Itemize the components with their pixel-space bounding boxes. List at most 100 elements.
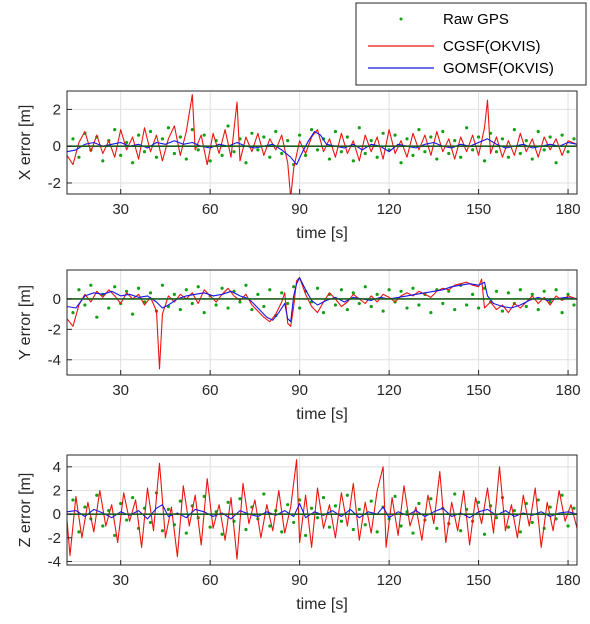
point-raw-gps [435, 157, 439, 161]
point-raw-gps [566, 150, 570, 154]
point-raw-gps [131, 495, 135, 500]
axes-frame [66, 454, 578, 566]
x-axis-label: time [s] [296, 225, 348, 242]
plot-area [67, 277, 577, 370]
point-raw-gps [107, 306, 111, 310]
point-raw-gps [303, 533, 308, 538]
y-tick-label: -4 [48, 553, 61, 570]
point-raw-gps [494, 289, 499, 293]
point-raw-gps [500, 309, 505, 313]
x-tick-label: 120 [377, 572, 402, 589]
point-raw-gps [119, 501, 123, 506]
series-line-cgsf [67, 277, 577, 370]
point-raw-gps [447, 151, 451, 156]
point-raw-gps [506, 155, 511, 159]
point-raw-gps [238, 497, 242, 501]
point-raw-gps [453, 307, 457, 312]
point-raw-gps [333, 303, 338, 307]
point-raw-gps [471, 292, 475, 296]
point-raw-gps [160, 283, 165, 287]
point-raw-gps [214, 303, 218, 307]
point-raw-gps [286, 301, 290, 306]
point-raw-gps [226, 306, 230, 310]
x-tick-label: 90 [291, 382, 308, 399]
point-raw-gps [321, 495, 326, 500]
point-raw-gps [429, 497, 433, 501]
point-raw-gps [536, 129, 540, 134]
point-raw-gps [417, 303, 421, 307]
point-raw-gps [286, 139, 290, 143]
point-raw-gps [142, 150, 147, 154]
point-raw-gps [357, 301, 361, 306]
x-tick-label: 90 [291, 572, 308, 589]
x-tick-label: 150 [466, 572, 491, 589]
point-raw-gps [459, 155, 463, 159]
y-axis-label: X error [m] [17, 105, 34, 181]
point-raw-gps [89, 283, 93, 287]
y-tick-label: 4 [53, 459, 61, 476]
point-raw-gps [500, 137, 505, 141]
point-raw-gps [226, 124, 230, 128]
point-raw-gps [518, 151, 522, 156]
point-raw-gps [447, 289, 451, 293]
point-raw-gps [83, 505, 87, 509]
series-line-gomsf [67, 277, 577, 323]
point-raw-gps [298, 498, 302, 502]
point-raw-gps [381, 309, 385, 313]
point-raw-gps [333, 129, 338, 134]
point-raw-gps [148, 520, 153, 525]
point-raw-gps [387, 288, 391, 292]
x-tick-label: 90 [291, 201, 308, 218]
x-tick-label: 180 [556, 382, 581, 399]
point-raw-gps [113, 533, 117, 538]
point-raw-gps [459, 529, 463, 533]
point-raw-gps [530, 157, 534, 161]
point-raw-gps [465, 126, 469, 130]
plot-area [67, 459, 577, 560]
point-raw-gps [196, 148, 200, 152]
point-raw-gps [530, 520, 534, 525]
point-raw-gps [560, 493, 564, 497]
point-raw-gps [530, 292, 534, 296]
point-raw-gps [494, 516, 499, 520]
point-raw-gps [482, 159, 487, 163]
point-raw-gps [178, 499, 182, 503]
point-raw-gps [351, 159, 355, 163]
point-raw-gps [315, 148, 320, 152]
point-raw-gps [292, 285, 296, 289]
point-raw-gps [160, 529, 165, 533]
point-raw-gps [148, 129, 153, 134]
point-raw-gps [512, 508, 516, 513]
point-raw-gps [411, 531, 415, 535]
point-raw-gps [333, 504, 338, 508]
point-raw-gps [202, 311, 206, 315]
y-tick-label: -2 [48, 530, 61, 547]
point-raw-gps [453, 492, 457, 496]
point-raw-gps [345, 135, 349, 139]
point-raw-gps [172, 151, 176, 156]
point-raw-gps [399, 524, 403, 528]
point-raw-gps [220, 153, 224, 157]
point-raw-gps [536, 307, 540, 312]
point-raw-gps [238, 300, 242, 304]
point-raw-gps [554, 161, 558, 165]
point-raw-gps [178, 307, 182, 312]
point-raw-gps [77, 155, 81, 159]
x-axis-label: time [s] [296, 596, 348, 613]
point-raw-gps [256, 148, 260, 152]
plot-area [67, 94, 577, 194]
point-raw-gps [524, 304, 528, 309]
point-raw-gps [441, 129, 445, 134]
point-raw-gps [280, 151, 284, 156]
point-raw-gps [339, 288, 343, 292]
point-raw-gps [315, 516, 320, 520]
subplot-1: 30 60 90 120 150 180 -2 0 2 time [s] X error [m] [17, 90, 581, 242]
point-raw-gps [148, 291, 153, 295]
point-raw-gps [286, 503, 290, 507]
legend-label-gomsf: GOMSF(OKVIS) [443, 60, 554, 77]
x-tick-label: 150 [466, 201, 491, 218]
point-raw-gps [548, 300, 552, 304]
y-tick-label: -2 [48, 175, 61, 192]
point-raw-gps [268, 288, 272, 292]
point-raw-gps [268, 155, 272, 159]
